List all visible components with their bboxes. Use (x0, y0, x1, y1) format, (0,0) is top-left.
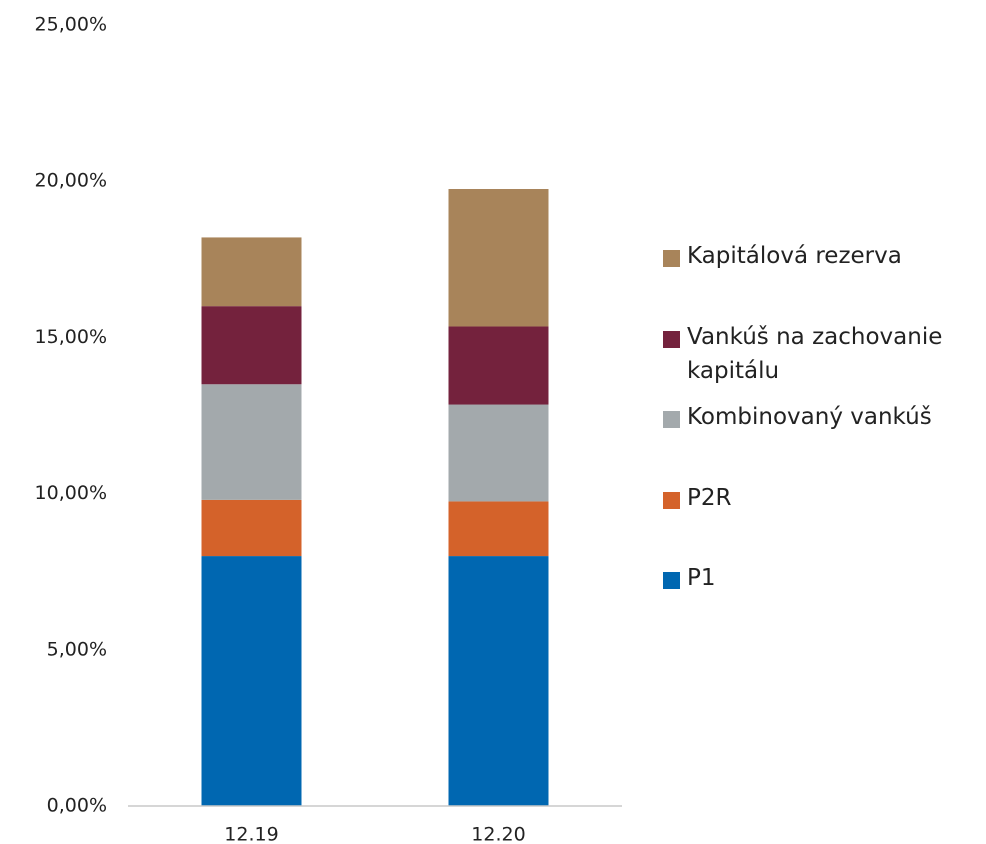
legend-swatch (663, 330, 680, 348)
y-tick-label: 15,00% (35, 326, 107, 348)
y-tick-label: 20,00% (35, 170, 107, 192)
legend-swatch (663, 250, 680, 267)
bar-segment (448, 501, 549, 557)
legend-entry: P2R (663, 485, 983, 515)
y-tick-label: 5,00% (47, 638, 107, 660)
bar-segment (201, 306, 302, 385)
bar-segment (201, 499, 302, 557)
legend-swatch (663, 411, 680, 428)
bar-segment (448, 556, 549, 806)
legend-label: Kapitálová rezerva (687, 243, 902, 269)
bar-segment (448, 326, 549, 405)
x-tick-label: 12.19 (224, 824, 278, 844)
bar-segment (201, 556, 302, 806)
legend-entry: Kombinovaný vankúš (663, 404, 983, 434)
bar-segment (201, 237, 302, 307)
legend-entry: P1 (663, 565, 983, 595)
bar-segment (201, 384, 302, 500)
legend-swatch (663, 572, 680, 589)
y-tick-label: 0,00% (47, 795, 107, 817)
legend-entry: Vankúš na zachovanie kapitálu (663, 324, 983, 388)
bar-segment (448, 189, 549, 327)
legend-entry: Kapitálová rezerva (663, 243, 983, 273)
legend-label: P2R (687, 484, 732, 511)
legend-label: P1 (687, 565, 716, 591)
x-tick-label: 12.20 (471, 824, 525, 844)
legend-label: Vankúš na zachovanie kapitálu (687, 323, 943, 384)
y-tick-label: 10,00% (35, 482, 107, 504)
legend-label: Kombinovaný vankúš (687, 404, 932, 430)
y-tick-label: 25,00% (35, 14, 107, 36)
bar-segment (448, 404, 549, 502)
legend-swatch (663, 491, 680, 509)
